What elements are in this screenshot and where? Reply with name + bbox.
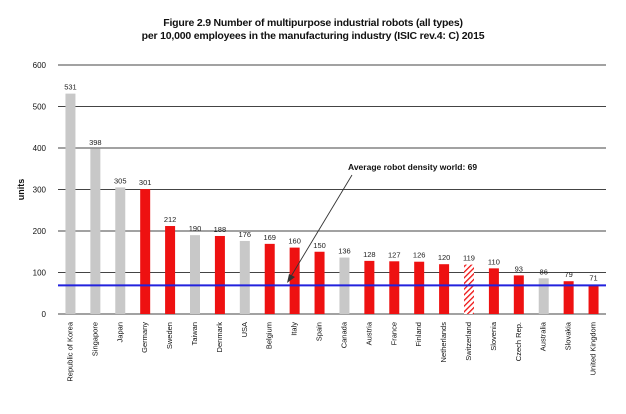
y-tick-label: 100 [33, 269, 47, 278]
x-tick-label: Taiwan [190, 322, 199, 345]
bar [190, 235, 200, 314]
bar-value-label: 136 [338, 247, 351, 256]
average-annotation-label: Average robot density world: 69 [348, 162, 477, 172]
bar [264, 243, 275, 314]
bar-value-label: 531 [64, 83, 77, 92]
x-tick-label: Germany [140, 322, 149, 353]
bar-value-label: 212 [164, 215, 177, 224]
x-tick-label: Netherlands [439, 322, 448, 363]
bar [563, 281, 574, 314]
bar-value-label: 86 [540, 267, 548, 276]
x-tick-label: Finland [414, 322, 423, 347]
bar-value-label: 169 [263, 233, 276, 242]
bar-value-label: 128 [363, 250, 376, 259]
bar [464, 264, 474, 314]
annotation-arrowhead [287, 274, 295, 283]
bar [389, 261, 400, 314]
bar-value-label: 79 [564, 270, 572, 279]
x-tick-label: Republic of Korea [65, 321, 74, 381]
bar [314, 251, 325, 314]
bar-value-label: 398 [89, 138, 102, 147]
bar [439, 264, 450, 314]
y-axis-title: units [16, 179, 26, 201]
bar-value-label: 190 [189, 224, 202, 233]
chart-title-line-2: per 10,000 employees in the manufacturin… [141, 30, 485, 42]
x-tick-label: United Kingdom [589, 322, 598, 375]
bar [214, 235, 225, 314]
bar [513, 275, 524, 314]
x-tick-label: Czech Rep. [514, 322, 523, 361]
x-tick-label: Singapore [90, 322, 99, 356]
x-tick-label: Switzerland [464, 322, 473, 361]
y-tick-label: 0 [42, 310, 47, 319]
bar-value-label: 110 [488, 257, 500, 266]
x-tick-label: USA [240, 322, 249, 337]
bar-value-label: 119 [463, 254, 475, 263]
bar [65, 93, 76, 314]
x-tick-label: Canada [339, 321, 348, 348]
bar-value-label: 176 [239, 230, 252, 239]
bar-value-label: 188 [214, 225, 227, 234]
x-tick-label: Australia [539, 321, 548, 351]
bar-value-label: 305 [114, 176, 127, 185]
y-tick-label: 600 [33, 61, 47, 70]
x-tick-label: Sweden [165, 322, 174, 349]
annotation-pointer-line [289, 174, 353, 279]
bar-value-label: 126 [413, 251, 426, 260]
bar [239, 240, 250, 314]
bar-value-label: 71 [589, 274, 597, 283]
bar [588, 284, 599, 314]
x-tick-label: Austria [364, 321, 373, 345]
bar-value-label: 127 [388, 250, 401, 259]
bar [364, 260, 375, 314]
x-tick-label: Slovakia [564, 321, 573, 350]
bar [115, 187, 126, 314]
x-tick-label: Slovenia [489, 321, 498, 351]
bar [90, 148, 101, 314]
bar [414, 261, 425, 314]
bar-value-label: 120 [438, 253, 451, 262]
y-tick-label: 500 [33, 103, 47, 112]
x-tick-label: Italy [290, 322, 299, 336]
bar [488, 268, 499, 314]
bar [165, 226, 176, 314]
chart-title-line-1: Figure 2.9 Number of multipurpose indust… [163, 17, 463, 29]
bar-value-label: 150 [313, 241, 326, 250]
x-tick-label: Denmark [215, 322, 224, 353]
bar-value-label: 301 [139, 178, 152, 187]
bar-value-label: 160 [288, 237, 301, 246]
y-tick-label: 200 [33, 227, 47, 236]
x-tick-label: France [389, 322, 398, 345]
x-tick-label: Spain [315, 322, 324, 341]
y-tick-label: 400 [33, 144, 47, 153]
x-tick-label: Japan [115, 322, 124, 342]
bar [140, 189, 151, 314]
bar [538, 278, 549, 314]
x-tick-label: Belgium [265, 322, 274, 349]
bar [289, 247, 300, 314]
bar-value-label: 93 [515, 264, 523, 273]
y-tick-label: 300 [33, 186, 47, 195]
